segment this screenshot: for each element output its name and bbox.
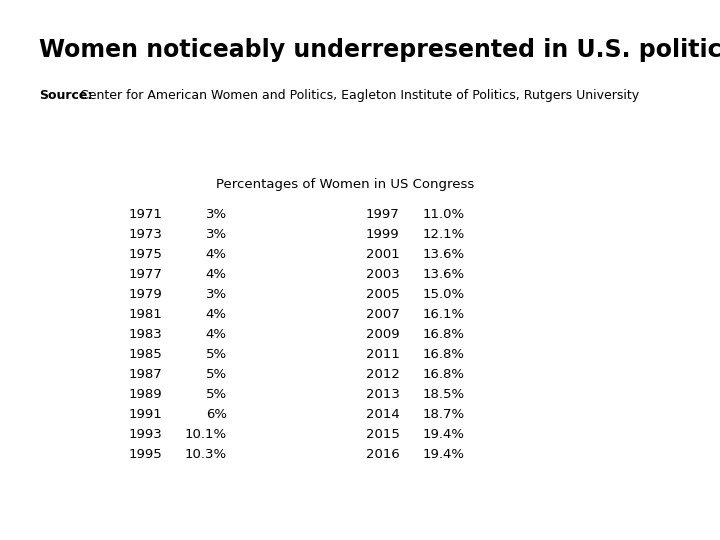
Text: 2014: 2014 [366,408,400,421]
Text: Women noticeably underrepresented in U.S. political structure: Women noticeably underrepresented in U.S… [39,38,720,62]
Text: 2011: 2011 [366,348,400,361]
Text: 1985: 1985 [128,348,162,361]
Text: 2009: 2009 [366,328,400,341]
Text: 19.4%: 19.4% [423,448,464,461]
Text: 6%: 6% [206,408,227,421]
Text: Percentages of Women in US Congress: Percentages of Women in US Congress [217,178,474,191]
Text: 16.1%: 16.1% [422,308,464,321]
Text: 1995: 1995 [128,448,162,461]
Text: Center for American Women and Politics, Eagleton Institute of Politics, Rutgers : Center for American Women and Politics, … [76,89,639,102]
Text: 13.6%: 13.6% [422,248,464,261]
Text: 16.8%: 16.8% [423,328,464,341]
Text: 1973: 1973 [128,228,162,241]
Text: 1997: 1997 [366,208,400,221]
Text: Source:: Source: [39,89,92,102]
Text: 13.6%: 13.6% [422,268,464,281]
Text: 1983: 1983 [128,328,162,341]
Text: 16.8%: 16.8% [423,348,464,361]
Text: 2012: 2012 [366,368,400,381]
Text: 10.1%: 10.1% [184,428,227,441]
Text: 18.5%: 18.5% [422,388,464,401]
Text: 3%: 3% [206,228,227,241]
Text: 2007: 2007 [366,308,400,321]
Text: 3%: 3% [206,288,227,301]
Text: 1987: 1987 [128,368,162,381]
Text: 16.8%: 16.8% [423,368,464,381]
Text: 1993: 1993 [128,428,162,441]
Text: 1971: 1971 [128,208,162,221]
Text: 4%: 4% [206,308,227,321]
Text: 5%: 5% [206,368,227,381]
Text: 5%: 5% [206,348,227,361]
Text: 3%: 3% [206,208,227,221]
Text: 1975: 1975 [128,248,162,261]
Text: 2001: 2001 [366,248,400,261]
Text: 4%: 4% [206,248,227,261]
Text: 2003: 2003 [366,268,400,281]
Text: 1991: 1991 [128,408,162,421]
Text: 18.7%: 18.7% [422,408,464,421]
Text: 1981: 1981 [128,308,162,321]
Text: 12.1%: 12.1% [422,228,464,241]
Text: 2016: 2016 [366,448,400,461]
Text: 2013: 2013 [366,388,400,401]
Text: 11.0%: 11.0% [422,208,464,221]
Text: 2015: 2015 [366,428,400,441]
Text: 15.0%: 15.0% [422,288,464,301]
Text: 1979: 1979 [128,288,162,301]
Text: 1977: 1977 [128,268,162,281]
Text: 2005: 2005 [366,288,400,301]
Text: 10.3%: 10.3% [184,448,227,461]
Text: 4%: 4% [206,268,227,281]
Text: 19.4%: 19.4% [423,428,464,441]
Text: 1989: 1989 [128,388,162,401]
Text: 1999: 1999 [366,228,400,241]
Text: 4%: 4% [206,328,227,341]
Text: 5%: 5% [206,388,227,401]
